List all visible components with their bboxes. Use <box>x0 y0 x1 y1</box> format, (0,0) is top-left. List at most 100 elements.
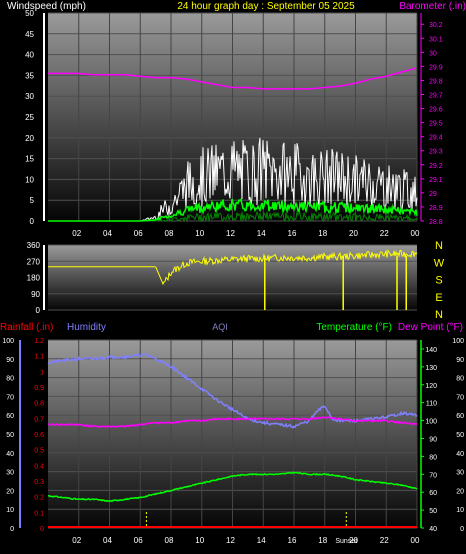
wind-x-tick: 18 <box>318 229 327 238</box>
wind-x-tick: 02 <box>72 229 81 238</box>
compass-label: E <box>435 292 442 304</box>
humidity-y-tick: 30 <box>6 470 14 477</box>
baro-y-tick: 29.3 <box>429 149 443 156</box>
dewpoint-y-tick: 0 <box>460 526 464 533</box>
wind-x-tick: 04 <box>103 229 112 238</box>
wind-x-tick: 20 <box>349 229 358 238</box>
rain-y-tick: 0.4 <box>34 463 44 470</box>
rain-y-tick: 1.2 <box>34 338 44 345</box>
wind-x-tick: 14 <box>257 229 266 238</box>
direction-y-tick: 360 <box>27 241 41 250</box>
temp-x-tick: 10 <box>195 536 204 545</box>
graph-title: 24 hour graph day : September 05 2025 <box>177 1 355 12</box>
temp-x-tick: 20 <box>349 536 358 545</box>
dewpoint-y-tick: 10 <box>456 507 464 514</box>
wind-y-tick: 30 <box>25 92 34 101</box>
baro-y-tick: 30 <box>429 50 437 57</box>
dew-point-line <box>47 416 418 429</box>
barometer-line <box>48 67 417 90</box>
baro-y-tick: 30.2 <box>429 22 443 29</box>
rain-y-tick: 0.8 <box>34 401 44 408</box>
compass-label: N <box>435 240 443 252</box>
direction-y-tick: 0 <box>36 306 41 315</box>
temp-x-tick: 16 <box>288 536 297 545</box>
wind-speed-label: Windspeed (mph) <box>7 1 86 12</box>
direction-y-tick: 270 <box>27 257 41 266</box>
direction-y-tick: 180 <box>27 274 41 283</box>
baro-y-tick: 28.8 <box>429 219 443 226</box>
dewpoint-y-tick: 80 <box>456 376 464 383</box>
rainfall-label: Rainfall (.in) <box>0 322 53 333</box>
humidity-line <box>47 352 418 429</box>
temp-y-tick: 100 <box>425 419 437 426</box>
dewpoint-y-tick: 70 <box>456 394 464 401</box>
aqi-label: AQI <box>212 322 228 332</box>
temp-y-tick: 120 <box>425 383 437 390</box>
rain-y-tick: 0.9 <box>34 385 44 392</box>
sunset-label: Sunset <box>335 538 357 545</box>
humidity-y-tick: 90 <box>6 357 14 364</box>
rain-y-tick: 0.5 <box>34 448 44 455</box>
dewpoint-y-tick: 40 <box>456 451 464 458</box>
temp-y-tick: 130 <box>425 365 437 372</box>
wind-x-tick: 10 <box>195 229 204 238</box>
temp-y-tick: 40 <box>429 526 437 533</box>
temp-x-tick: 02 <box>72 536 81 545</box>
wind-direction-line <box>48 249 418 286</box>
wind-x-tick: 12 <box>226 229 235 238</box>
temp-y-tick: 140 <box>425 347 437 354</box>
wind-y-tick: 50 <box>25 9 34 18</box>
wind-x-tick: 08 <box>165 229 174 238</box>
wind-y-tick: 10 <box>25 175 34 184</box>
baro-y-tick: 29.2 <box>429 163 443 170</box>
baro-y-tick: 28.9 <box>429 205 443 212</box>
wind-x-tick: 00 <box>411 229 420 238</box>
temp-x-tick: 22 <box>380 536 389 545</box>
rain-y-tick: 1 <box>40 369 44 376</box>
temp-x-tick: 06 <box>134 536 143 545</box>
dewpoint-y-tick: 90 <box>456 357 464 364</box>
rain-y-tick: 0 <box>40 526 44 533</box>
rain-y-tick: 0.1 <box>34 510 44 517</box>
baro-y-tick: 29.8 <box>429 78 443 85</box>
rain-y-tick: 1.1 <box>34 354 44 361</box>
wind-x-tick: 06 <box>134 229 143 238</box>
baro-y-tick: 29.1 <box>429 177 443 184</box>
baro-y-tick: 29.6 <box>429 107 443 114</box>
dewpoint-y-tick: 50 <box>456 432 464 439</box>
dewpoint-y-tick: 100 <box>452 338 464 345</box>
baro-y-tick: 29.4 <box>429 135 443 142</box>
wind-x-tick: 22 <box>380 229 389 238</box>
humidity-y-tick: 20 <box>6 488 14 495</box>
humidity-y-tick: 80 <box>6 376 14 383</box>
baro-y-tick: 29.7 <box>429 93 443 100</box>
humidity-y-tick: 60 <box>6 413 14 420</box>
temperature-line <box>48 471 418 503</box>
temp-y-tick: 60 <box>429 490 437 497</box>
temp-y-tick: 80 <box>429 454 437 461</box>
wind-y-tick: 40 <box>25 51 34 60</box>
wind-average-line <box>48 197 418 222</box>
temp-x-tick: 08 <box>165 536 174 545</box>
humidity-y-tick: 10 <box>6 507 14 514</box>
humidity-y-tick: 40 <box>6 451 14 458</box>
wind-y-tick: 35 <box>25 71 34 80</box>
wind-y-tick: 25 <box>25 113 34 122</box>
baro-y-tick: 29.5 <box>429 121 443 128</box>
baro-y-tick: 29 <box>429 191 437 198</box>
wind-x-tick: 16 <box>288 229 297 238</box>
temp-x-tick: 14 <box>257 536 266 545</box>
barometer-label: Barometer (.in) <box>399 1 466 12</box>
dewpoint-y-tick: 30 <box>456 470 464 477</box>
temp-x-tick: 04 <box>103 536 112 545</box>
dewpoint-y-tick: 60 <box>456 413 464 420</box>
wind-y-tick: 15 <box>25 155 34 164</box>
temp-y-tick: 70 <box>429 472 437 479</box>
direction-y-tick: 90 <box>31 290 40 299</box>
wind-y-tick: 20 <box>25 134 34 143</box>
humidity-y-tick: 50 <box>6 432 14 439</box>
compass-label: W <box>434 257 445 269</box>
temp-y-tick: 110 <box>426 401 437 408</box>
